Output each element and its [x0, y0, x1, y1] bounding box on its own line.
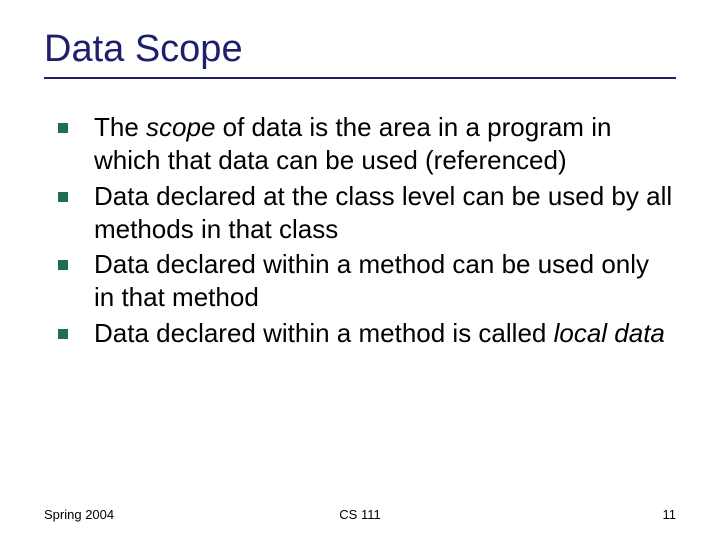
title-rule — [44, 77, 676, 79]
bullet-italic: local data — [554, 318, 665, 348]
bullet-text: The — [94, 112, 146, 142]
footer: Spring 2004 CS 111 11 — [44, 507, 676, 522]
bullet-text: Data declared within a method is called — [94, 318, 554, 348]
list-item: Data declared within a method is called … — [58, 317, 676, 350]
slide-title: Data Scope — [44, 28, 676, 71]
footer-left: Spring 2004 — [44, 507, 114, 522]
bullet-text: Data declared at the class level can be … — [94, 181, 672, 244]
list-item: Data declared within a method can be use… — [58, 248, 676, 315]
bullet-list: The scope of data is the area in a progr… — [44, 111, 676, 350]
slide: Data Scope The scope of data is the area… — [0, 0, 720, 540]
list-item: The scope of data is the area in a progr… — [58, 111, 676, 178]
bullet-italic: scope — [146, 112, 215, 142]
bullet-text: Data declared within a method can be use… — [94, 249, 649, 312]
list-item: Data declared at the class level can be … — [58, 180, 676, 247]
footer-center: CS 111 — [339, 507, 380, 522]
footer-right: 11 — [663, 507, 677, 522]
